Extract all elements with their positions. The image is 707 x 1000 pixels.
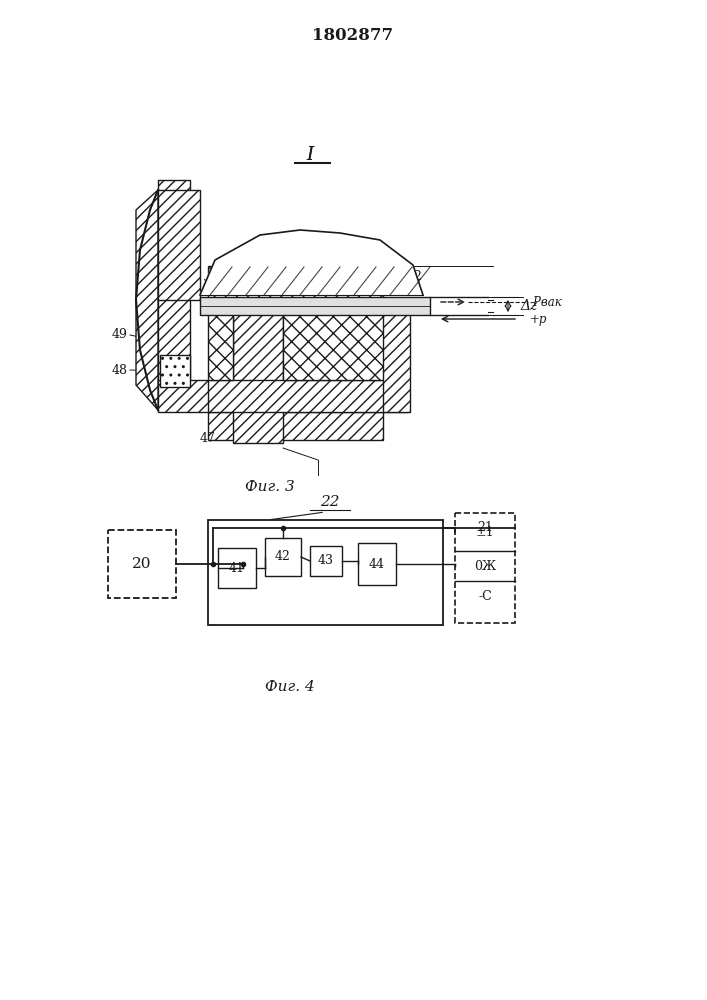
Text: +р: +р [530,312,547,326]
Text: -C: -C [478,590,492,603]
Bar [158,190,200,300]
Bar [200,297,430,315]
Text: Δz: Δz [520,299,537,313]
Text: I: I [306,146,314,164]
Text: -Рвак: -Рвак [530,296,563,308]
Bar [158,380,408,412]
Text: 22: 22 [320,495,340,509]
Text: 12: 12 [406,269,422,282]
Bar [208,266,383,298]
Text: 50: 50 [222,255,238,268]
Text: 42: 42 [275,550,291,564]
Bar [455,513,515,623]
Bar [208,412,383,440]
Bar [208,298,233,380]
Bar [378,310,410,412]
Text: 20: 20 [132,557,152,571]
Polygon shape [136,190,158,410]
Bar [208,380,383,412]
Text: 1802877: 1802877 [312,26,394,43]
Text: Фиг. 4: Фиг. 4 [265,680,315,694]
Text: 41: 41 [229,562,245,574]
Text: 44: 44 [369,558,385,570]
Bar [158,180,190,410]
Text: I: I [306,146,314,164]
Text: 48: 48 [112,363,128,376]
Bar [160,355,190,387]
Text: 43: 43 [318,554,334,568]
Bar [283,298,383,380]
Text: ±1: ±1 [476,526,494,538]
Bar [208,520,443,625]
Text: 11: 11 [406,298,422,312]
Text: 0Ж: 0Ж [474,560,496,572]
Text: 47: 47 [200,432,216,445]
Text: Фиг. 3: Фиг. 3 [245,480,295,494]
Bar [233,268,283,443]
Bar [218,548,256,588]
Bar [358,543,396,585]
Text: 21: 21 [477,521,493,534]
Polygon shape [200,230,423,295]
Text: 49: 49 [112,328,128,342]
Bar [265,538,301,576]
Bar [310,546,342,576]
Bar [108,530,176,598]
